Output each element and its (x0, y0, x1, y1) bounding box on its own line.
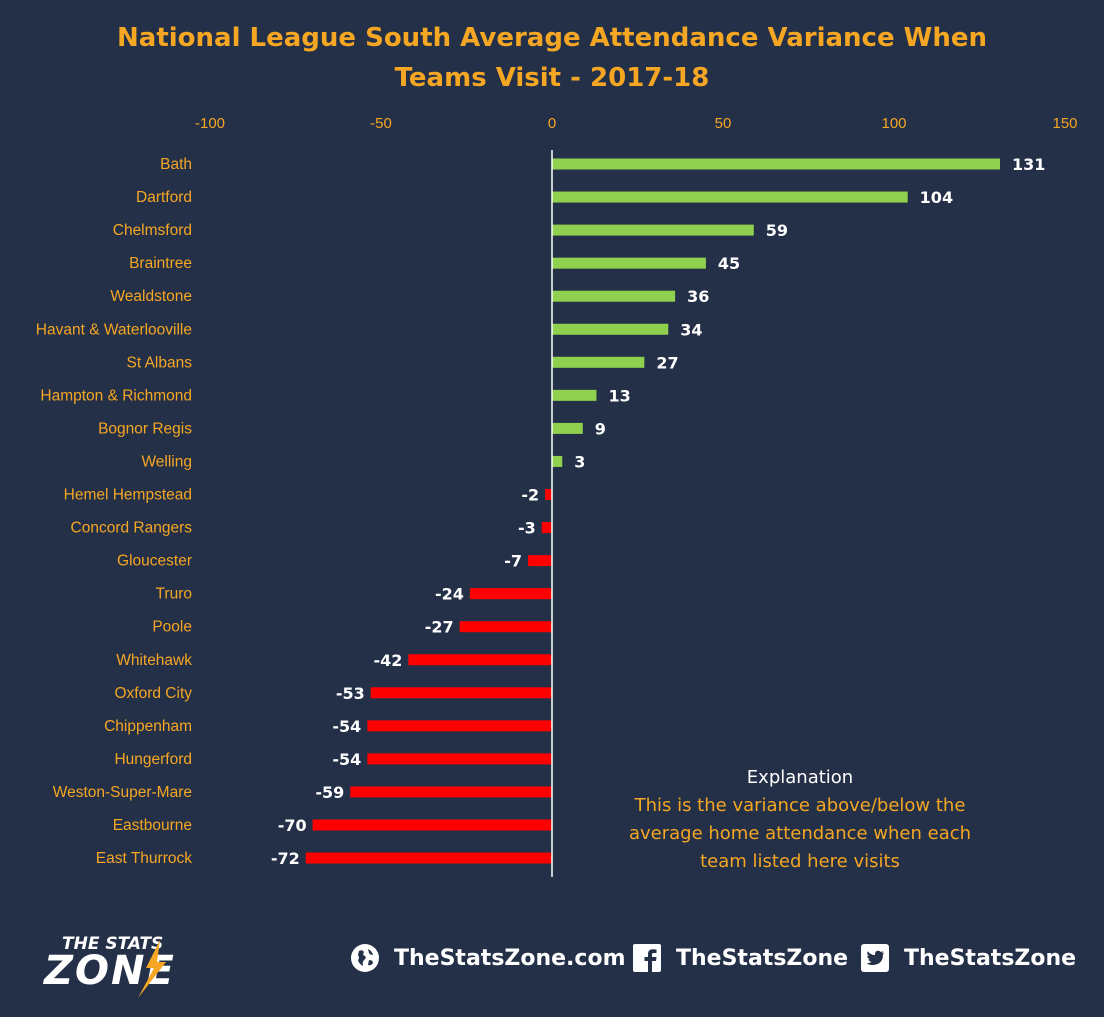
bar (552, 323, 669, 335)
value-label: -53 (336, 684, 365, 703)
bar (469, 588, 552, 600)
category-labels: Bath Dartford Chelmsford Braintree Wealdston… (36, 156, 192, 867)
value-label: 45 (718, 254, 740, 273)
bar (370, 687, 552, 699)
category-label: Chelmsford (113, 222, 192, 239)
category-label: Weston-Super-Mare (53, 784, 192, 801)
bar (552, 389, 597, 401)
category-label: Whitehawk (116, 652, 192, 669)
value-label: -42 (373, 651, 402, 670)
value-label: -3 (518, 519, 536, 538)
value-label: -59 (315, 783, 344, 802)
value-label: 131 (1012, 155, 1045, 174)
explanation-line-2: average home attendance when each (628, 823, 972, 844)
chart-title: National League South Average Attendance… (0, 18, 1104, 98)
bar (312, 819, 552, 831)
category-label: Bath (160, 156, 192, 173)
twitter-text: TheStatsZone (904, 945, 1077, 971)
category-label: Eastbourne (113, 817, 192, 834)
category-label: Wealdstone (110, 288, 192, 305)
value-label: 36 (687, 287, 709, 306)
value-label: 13 (608, 386, 630, 405)
category-label: Poole (152, 619, 192, 636)
bar (459, 621, 552, 633)
explanation-line-3: team listed here visits (700, 851, 900, 872)
twitter-icon (861, 944, 889, 972)
value-label: -70 (278, 816, 307, 835)
x-tick-label: -50 (370, 115, 392, 132)
bar (552, 191, 908, 203)
logo-swoosh-icon (138, 940, 166, 998)
x-axis-ticks: -100 -50 0 50 100 150 (195, 115, 1078, 132)
category-label: Welling (141, 453, 192, 470)
bars (305, 158, 1001, 864)
category-label: Dartford (136, 189, 192, 206)
bar (367, 753, 552, 765)
explanation-line-1: This is the variance above/below the (634, 795, 966, 816)
the-stats-zone-logo: THE STATS ZONE (44, 928, 234, 998)
bar (552, 455, 563, 467)
bar (305, 852, 552, 864)
website-text: TheStatsZone.com (394, 945, 626, 971)
category-label: Havant & Waterlooville (36, 321, 192, 338)
facebook-link[interactable]: TheStatsZone (632, 940, 848, 976)
value-label: -72 (271, 849, 300, 868)
value-label: -54 (332, 717, 361, 736)
value-label: -54 (332, 750, 361, 769)
bar (552, 356, 645, 368)
explanation-box: Explanation This is the variance above/b… (605, 764, 995, 876)
x-tick-label: -100 (195, 115, 225, 132)
bar-chart: -100 -50 0 50 100 150 BathDartfordChelmsfordB… (36, 115, 1078, 877)
value-label: -2 (521, 486, 539, 505)
twitter-link[interactable]: TheStatsZone (860, 940, 1076, 976)
logo-top-text: THE STATS (62, 934, 164, 954)
value-label: 27 (656, 353, 678, 372)
bar (552, 290, 676, 302)
facebook-text: TheStatsZone (676, 945, 849, 971)
category-label: Oxford City (114, 685, 192, 702)
bar (552, 422, 583, 434)
category-label: Bognor Regis (98, 420, 192, 437)
x-tick-label: 50 (715, 115, 732, 132)
category-label: Hemel Hempstead (64, 487, 192, 504)
value-label: -24 (435, 585, 464, 604)
chart-title-line-1: National League South Average Attendance… (117, 23, 987, 53)
category-label: Braintree (129, 255, 192, 272)
value-label: -27 (425, 618, 454, 637)
footer: THE STATS ZONE TheStatsZone.com TheStats… (0, 920, 1104, 1000)
category-label: St Albans (127, 354, 193, 371)
bar (350, 786, 552, 798)
bar (545, 489, 552, 500)
x-tick-label: 150 (1052, 115, 1077, 132)
bar (552, 158, 1001, 170)
bar (408, 654, 552, 666)
bar (541, 522, 552, 534)
bar (528, 555, 552, 567)
facebook-icon (633, 944, 661, 972)
x-tick-label: 0 (548, 115, 556, 132)
category-label: Truro (156, 586, 192, 603)
chart-title-line-2: Teams Visit - 2017-18 (394, 63, 710, 93)
explanation-heading: Explanation (746, 767, 854, 788)
bar (552, 257, 706, 269)
value-label: 3 (574, 452, 585, 471)
bar (552, 224, 754, 236)
category-label: Concord Rangers (71, 520, 193, 537)
category-label: Chippenham (104, 718, 192, 735)
x-tick-label: 100 (881, 115, 906, 132)
value-label: -7 (504, 552, 522, 571)
value-label: 34 (680, 320, 702, 339)
value-label: 9 (595, 419, 606, 438)
bar (367, 720, 552, 732)
category-label: Hampton & Richmond (40, 387, 192, 404)
value-label: 104 (920, 188, 953, 207)
category-label: Hungerford (114, 751, 192, 768)
category-label: Gloucester (117, 553, 192, 570)
website-link[interactable]: TheStatsZone.com (350, 940, 626, 976)
value-label: 59 (766, 221, 788, 240)
globe-icon (351, 944, 379, 972)
category-label: East Thurrock (96, 850, 192, 867)
